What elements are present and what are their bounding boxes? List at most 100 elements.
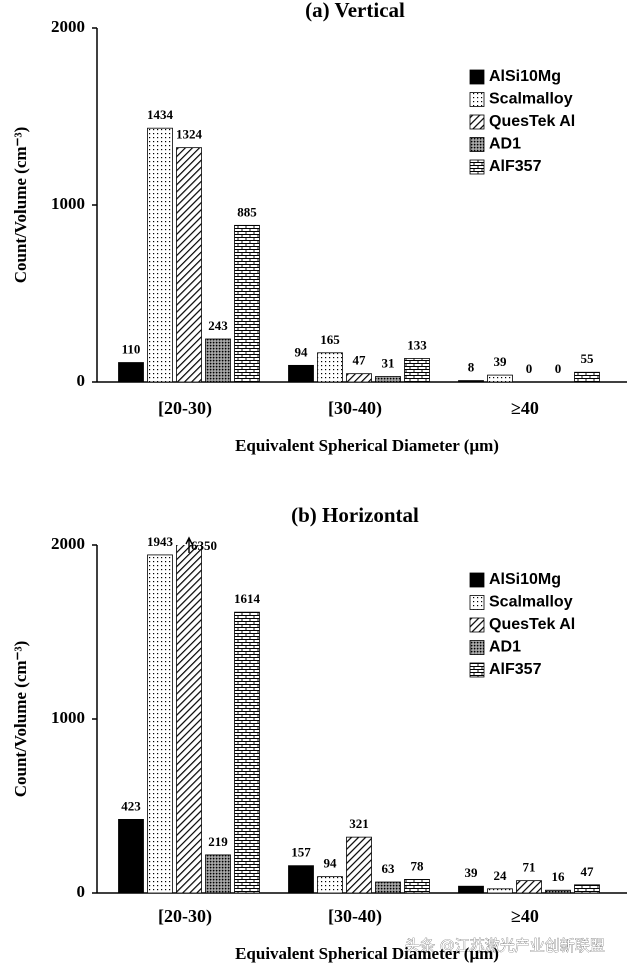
value-label: 39 [494,354,508,369]
subplot: (a) Vertical 0 1000 2000 Count/Volume (cm⁻³)… [11,0,627,455]
value-label: 78 [411,858,425,873]
plot-area [118,545,600,894]
x-tick-label: ≥40 [511,906,539,926]
legend-swatch [469,662,485,678]
x-tick-label: [20-30) [158,398,212,419]
bar [346,373,372,383]
bar [404,879,430,894]
y-tick-label: 0 [77,882,86,901]
bar [487,374,513,383]
value-label: 110 [122,342,141,357]
bar [458,380,484,383]
x-tick-label: ≥40 [511,398,539,418]
legend-label: AlF357 [489,158,542,175]
legend-label: QuesTek Al [489,616,575,633]
value-label: 165 [320,332,340,347]
legend-label: Scalmalloy [489,91,573,108]
bar [147,127,173,383]
bar [288,865,314,894]
chart-title: (b) Horizontal [291,503,419,527]
value-label: 31 [382,355,395,370]
legend-label: AlSi10Mg [489,68,561,85]
legend-swatch [469,572,485,588]
value-label: 6350 [191,538,217,553]
value-label: 55 [581,351,595,366]
bar [205,338,231,383]
bar [458,885,484,894]
x-axis-label: Equivalent Spherical Diameter (μm) [235,436,499,455]
legend-swatch [469,137,485,152]
bar [176,545,202,894]
value-label: 47 [353,353,367,368]
legend-swatch [469,617,485,633]
x-axis-label: Equivalent Spherical Diameter (μm) [235,944,499,963]
y-tick-label: 1000 [51,194,85,213]
value-label: 157 [291,845,311,860]
value-label: 219 [208,834,228,849]
value-label: 94 [295,344,309,359]
bar [118,818,144,894]
x-tick-label: [30-40) [328,398,382,419]
bar [234,224,260,383]
y-axis-label: Count/Volume (cm⁻³) [11,127,30,284]
bar [288,364,314,383]
value-label: 1324 [176,127,203,142]
bar [118,362,144,383]
value-label: 8 [468,360,475,375]
y-tick-label: 2000 [51,17,85,36]
y-tick-label: 0 [77,371,86,390]
value-label: 885 [237,204,257,219]
value-label: 16 [552,869,566,884]
x-tick-label: [20-30) [158,906,212,927]
value-label: 321 [349,816,369,831]
value-label: 423 [121,798,141,813]
legend-label: AlF357 [489,661,542,678]
bar [375,376,401,383]
legend-label: AlSi10Mg [489,571,561,588]
bar [375,881,401,894]
legend-label: AD1 [489,136,521,153]
legend-label: Scalmalloy [489,594,573,611]
value-label: 47 [581,864,595,879]
bar [205,854,231,894]
bar [404,358,430,383]
value-label: 0 [526,361,533,376]
bar [545,889,571,894]
value-label: 94 [324,856,338,871]
value-label: 71 [523,860,536,875]
bar [574,884,600,894]
legend-label: QuesTek Al [489,113,575,130]
value-label: 1614 [234,591,261,606]
watermark: 头条 @江苏激光产业创新联盟 [405,937,605,955]
bar [487,888,513,894]
value-label: 0 [555,361,562,376]
value-label: 133 [407,337,427,352]
legend-swatch [469,92,485,107]
bar [574,371,600,383]
chart-title: (a) Vertical [305,0,405,22]
x-tick-label: [30-40) [328,906,382,927]
legend-swatch [469,640,485,655]
bar [176,147,202,383]
value-label: 243 [208,318,228,333]
bar [516,880,542,894]
overflow-arrow [185,536,193,553]
subplot: (b) Horizontal 0 1000 2000 Count/Volume (cm⁻… [11,503,627,963]
y-tick-label: 2000 [51,534,85,553]
legend-swatch [469,69,485,85]
legend-swatch [469,595,485,610]
bar [346,836,372,894]
plot-area [118,127,600,383]
bar [317,352,343,383]
bar [147,554,173,894]
bar [234,611,260,894]
legend-swatch [469,114,485,130]
value-label: 39 [465,865,479,880]
y-axis-label: Count/Volume (cm⁻³) [11,641,30,798]
value-label: 24 [494,868,508,883]
value-label: 1943 [147,534,174,549]
bar [317,876,343,894]
legend-swatch [469,159,485,175]
value-label: 63 [382,861,396,876]
